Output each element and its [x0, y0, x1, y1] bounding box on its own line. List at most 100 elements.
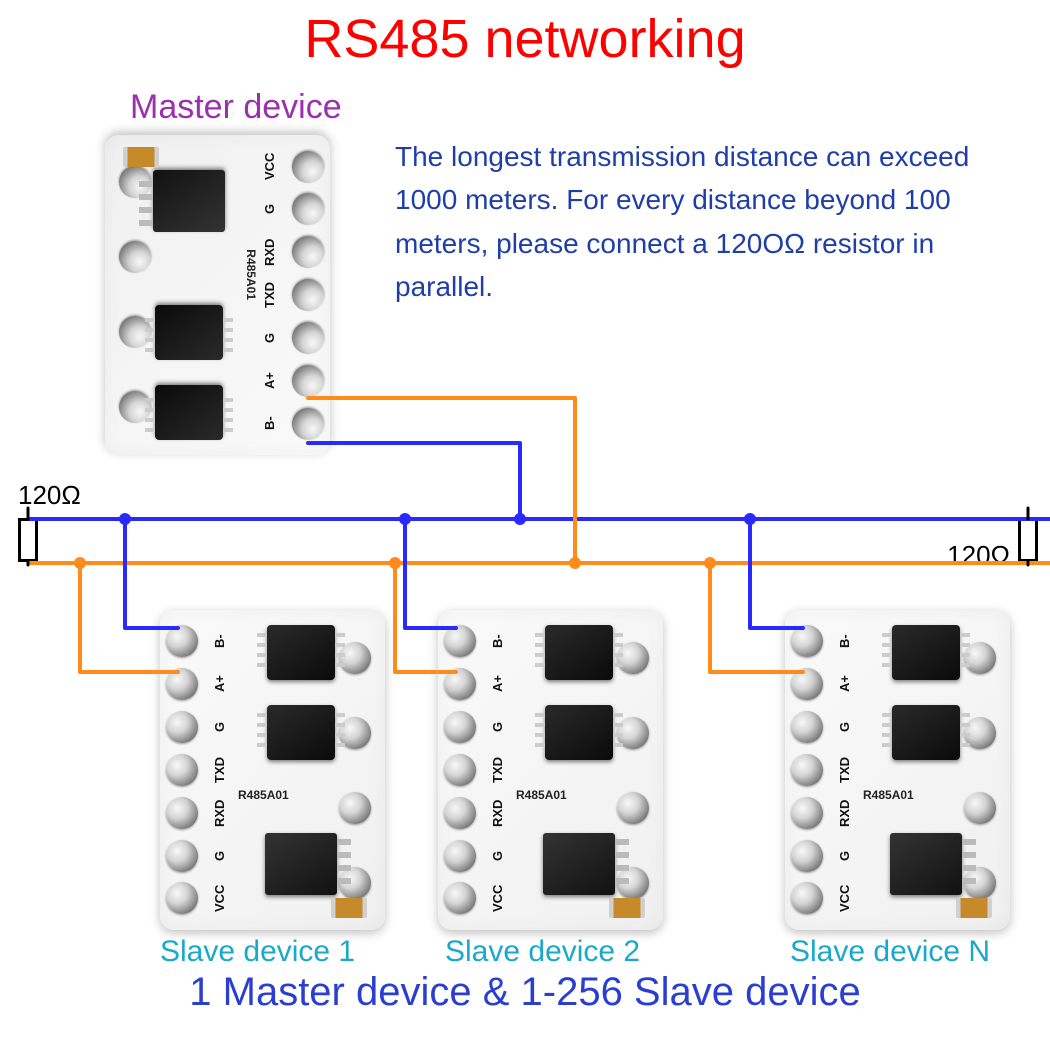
pin-label: RXD: [204, 797, 228, 829]
pin-label: TXD: [262, 279, 286, 311]
ic-chip-icon: [543, 833, 615, 895]
slave-device-label: Slave device 2: [445, 935, 640, 969]
capacitor-icon: [956, 898, 992, 918]
pad: [292, 193, 324, 225]
capacitor-icon: [609, 898, 645, 918]
pcb-slave: B- A+ G TXD RXD G VCC R485A01: [438, 610, 663, 930]
master-device-label: Master device: [130, 88, 342, 127]
chip-icon: [545, 625, 613, 680]
pad: [119, 242, 151, 274]
pin-label: VCC: [262, 151, 286, 183]
description-text: The longest transmission distance can ex…: [395, 135, 1035, 309]
pad: [166, 668, 198, 700]
pin-label: VCC: [482, 882, 506, 914]
pin-label: B-: [482, 625, 506, 657]
chip-icon: [545, 705, 613, 760]
pad: [444, 882, 476, 914]
pad: [444, 840, 476, 872]
pad: [292, 279, 324, 311]
pin-label: TXD: [482, 754, 506, 786]
pin-label: RXD: [482, 797, 506, 829]
pad: [444, 668, 476, 700]
pad: [339, 792, 371, 824]
pad: [791, 882, 823, 914]
pad: [791, 754, 823, 786]
resistor-label-right: 120Ω: [947, 540, 1010, 571]
pcb-marking: R485A01: [244, 249, 258, 300]
pin-label: VCC: [829, 882, 853, 914]
pad: [791, 625, 823, 657]
chip-icon: [155, 305, 223, 360]
pad-column-left: [166, 610, 206, 930]
pin-label: B-: [262, 408, 286, 440]
pad: [292, 365, 324, 397]
pad: [292, 151, 324, 183]
pin-label: VCC: [204, 882, 228, 914]
pin-label: RXD: [262, 236, 286, 268]
ic-chip-icon: [153, 170, 225, 232]
pcb-marking: R485A01: [238, 788, 289, 802]
resistor-label-left: 120Ω: [18, 480, 81, 511]
pad: [166, 711, 198, 743]
chip-icon: [267, 625, 335, 680]
pin-label: B-: [829, 625, 853, 657]
pad: [166, 754, 198, 786]
pin-labels: B- A+ G TXD RXD G VCC: [262, 135, 286, 455]
pin-label: G: [204, 711, 228, 743]
pin-label: B-: [204, 625, 228, 657]
pin-label: A+: [204, 668, 228, 700]
pad: [791, 797, 823, 829]
chip-icon: [892, 625, 960, 680]
pad: [791, 840, 823, 872]
pcb-slave: B- A+ G TXD RXD G VCC R485A01: [785, 610, 1010, 930]
pin-label: G: [204, 840, 228, 872]
pad: [292, 236, 324, 268]
pad: [166, 797, 198, 829]
terminator-resistor-right: [1018, 518, 1038, 562]
pad: [444, 797, 476, 829]
pin-label: G: [482, 711, 506, 743]
pcb-marking: R485A01: [516, 788, 567, 802]
footer-text: 1 Master device & 1-256 Slave device: [0, 970, 1050, 1015]
pin-label: A+: [262, 365, 286, 397]
pad: [791, 711, 823, 743]
capacitor-icon: [123, 147, 159, 167]
pad: [292, 322, 324, 354]
pad: [444, 711, 476, 743]
pin-label: TXD: [829, 754, 853, 786]
ic-chip-icon: [890, 833, 962, 895]
pad-column-left: [444, 610, 484, 930]
pin-label: A+: [829, 668, 853, 700]
pad: [166, 625, 198, 657]
pin-label: G: [829, 711, 853, 743]
slave-device-label: Slave device N: [790, 935, 990, 969]
pcb-marking: R485A01: [863, 788, 914, 802]
pad-column-left: [284, 135, 324, 455]
pad: [617, 792, 649, 824]
ic-chip-icon: [265, 833, 337, 895]
pin-label: A+: [482, 668, 506, 700]
pad: [444, 625, 476, 657]
pin-labels: B- A+ G TXD RXD G VCC: [482, 610, 506, 930]
pin-label: G: [262, 322, 286, 354]
pcb-slave: B- A+ G TXD RXD G VCC R485A01: [160, 610, 385, 930]
pin-label: G: [262, 193, 286, 225]
pin-label: G: [482, 840, 506, 872]
pad: [791, 668, 823, 700]
pad: [166, 882, 198, 914]
chip-icon: [892, 705, 960, 760]
pad: [444, 754, 476, 786]
terminator-resistor-left: [18, 518, 38, 562]
pin-label: TXD: [204, 754, 228, 786]
pin-label: RXD: [829, 797, 853, 829]
capacitor-icon: [331, 898, 367, 918]
chip-icon: [267, 705, 335, 760]
pad-column-left: [791, 610, 831, 930]
page-title: RS485 networking: [0, 8, 1050, 70]
pad: [292, 408, 324, 440]
pin-labels: B- A+ G TXD RXD G VCC: [204, 610, 228, 930]
slave-device-label: Slave device 1: [160, 935, 355, 969]
pin-labels: B- A+ G TXD RXD G VCC: [829, 610, 853, 930]
pin-label: G: [829, 840, 853, 872]
chip-icon: [155, 385, 223, 440]
